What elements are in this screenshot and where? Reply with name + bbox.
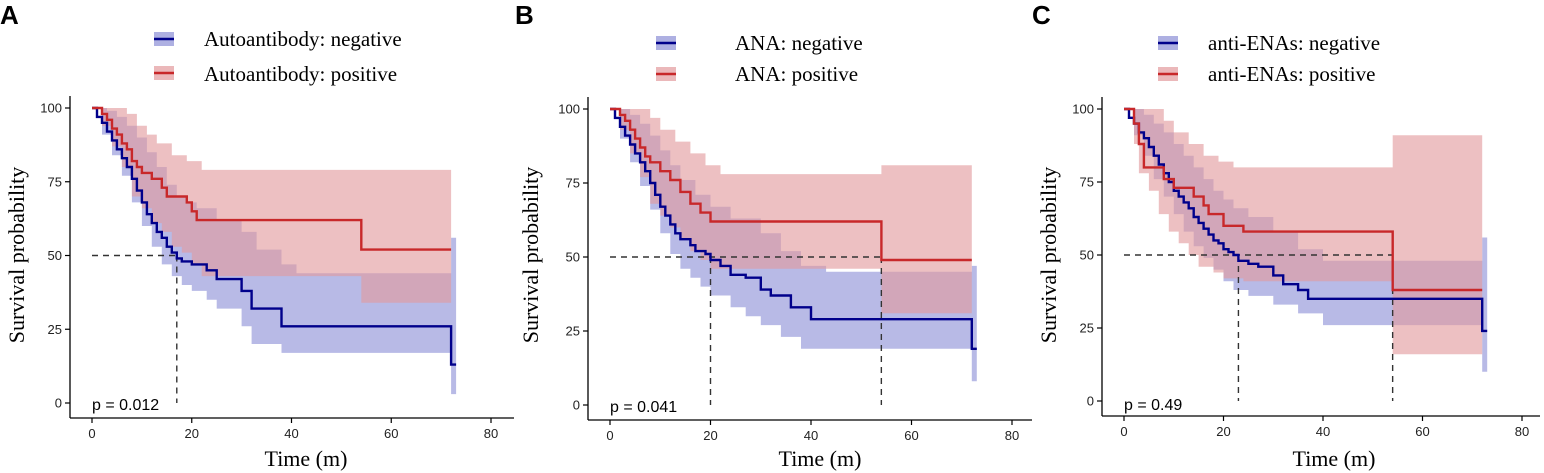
panel-letter: B bbox=[515, 0, 534, 30]
y-tick-label: 25 bbox=[566, 324, 580, 339]
x-tick-label: 80 bbox=[1515, 424, 1529, 439]
plot-area: 0 25 50 75 100 0 20 40 60 80 bbox=[1072, 97, 1540, 439]
y-tick-label: 50 bbox=[48, 248, 62, 263]
y-tick-label: 50 bbox=[566, 250, 580, 265]
y-tick-label: 25 bbox=[48, 322, 62, 337]
confidence-band-positive bbox=[92, 108, 452, 303]
y-tick-label: 0 bbox=[1087, 394, 1094, 409]
y-tick-label: 50 bbox=[1080, 248, 1094, 263]
survival-curve-negative bbox=[1124, 107, 1488, 333]
legend-negative-label: Autoantibody: negative bbox=[204, 27, 402, 51]
y-tick-label: 0 bbox=[55, 396, 62, 411]
survival-curve-positive bbox=[92, 106, 452, 251]
p-value: p = 0.041 bbox=[610, 399, 677, 416]
legend: anti-ENAs: negative anti-ENAs: positive bbox=[1158, 31, 1380, 86]
survival-curve-negative bbox=[610, 107, 977, 350]
x-tick-label: 60 bbox=[1415, 424, 1429, 439]
y-tick-label: 100 bbox=[558, 102, 580, 117]
x-tick-label: 20 bbox=[1216, 424, 1230, 439]
x-tick-label: 0 bbox=[606, 428, 613, 443]
legend-positive-label: anti-ENAs: positive bbox=[1208, 62, 1375, 86]
p-value: p = 0.012 bbox=[92, 397, 159, 414]
legend-negative-label: ANA: negative bbox=[735, 31, 863, 55]
x-axis-title: Time (m) bbox=[779, 446, 862, 471]
x-tick-label: 40 bbox=[804, 428, 818, 443]
x-tick-label: 0 bbox=[88, 426, 95, 441]
confidence-band-negative bbox=[610, 109, 977, 382]
x-tick-label: 60 bbox=[384, 426, 398, 441]
x-tick-label: 40 bbox=[284, 426, 298, 441]
plot-area: 0 25 50 75 100 0 20 40 60 80 bbox=[40, 96, 514, 441]
y-axis-title: Survival probability bbox=[1036, 167, 1061, 344]
x-tick-label: 40 bbox=[1316, 424, 1330, 439]
y-tick-label: 0 bbox=[573, 398, 580, 413]
y-tick-label: 75 bbox=[1080, 175, 1094, 190]
x-tick-label: 60 bbox=[904, 428, 918, 443]
legend: Autoantibody: negative Autoantibody: pos… bbox=[154, 27, 402, 86]
plot-area: 0 25 50 75 100 0 20 40 60 80 bbox=[558, 97, 1032, 443]
x-tick-label: 20 bbox=[185, 426, 199, 441]
legend: ANA: negative ANA: positive bbox=[656, 31, 863, 86]
survival-curve-positive bbox=[1124, 107, 1483, 292]
y-tick-label: 100 bbox=[1072, 102, 1094, 117]
panel-c: C anti-ENAs: negative anti-ENAs: positiv… bbox=[1032, 0, 1540, 471]
y-tick-label: 75 bbox=[566, 176, 580, 191]
x-tick-label: 80 bbox=[484, 426, 498, 441]
legend-positive-label: Autoantibody: positive bbox=[204, 62, 397, 86]
panel-a: A Autoantibody: negative Autoantibody: p… bbox=[0, 0, 514, 471]
x-tick-label: 80 bbox=[1005, 428, 1019, 443]
survival-curve-positive bbox=[610, 107, 972, 262]
y-axis-title: Survival probability bbox=[518, 167, 543, 344]
legend-negative-label: anti-ENAs: negative bbox=[1208, 31, 1380, 55]
x-tick-label: 0 bbox=[1120, 424, 1127, 439]
x-axis-title: Time (m) bbox=[265, 446, 348, 471]
p-value: p = 0.49 bbox=[1124, 397, 1182, 414]
survival-curve-negative bbox=[92, 106, 457, 366]
y-tick-label: 25 bbox=[1080, 321, 1094, 336]
panel-letter: C bbox=[1032, 0, 1051, 30]
x-axis-title: Time (m) bbox=[1293, 446, 1376, 471]
y-tick-label: 75 bbox=[48, 174, 62, 189]
y-axis-title: Survival probability bbox=[4, 167, 29, 344]
panel-b: B ANA: negative ANA: positive 0 25 50 75 100… bbox=[515, 0, 1032, 471]
y-tick-label: 100 bbox=[40, 101, 62, 116]
x-tick-label: 20 bbox=[703, 428, 717, 443]
legend-positive-label: ANA: positive bbox=[735, 62, 858, 86]
panel-letter: A bbox=[0, 0, 19, 30]
